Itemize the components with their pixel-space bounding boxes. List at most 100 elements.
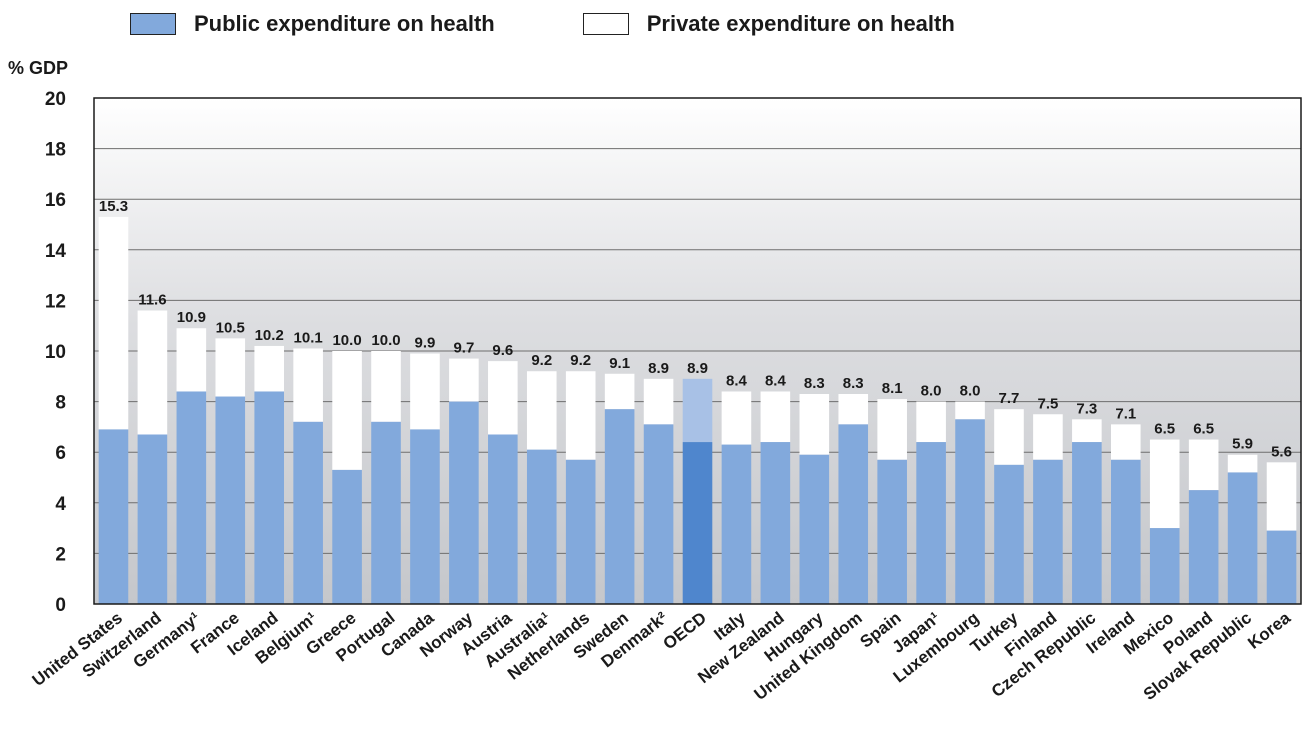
bar-public [1266, 530, 1297, 604]
bar-private [721, 391, 752, 445]
bar-private [526, 371, 557, 450]
bar-private [1149, 439, 1180, 529]
bar-public [643, 424, 674, 604]
bar-private [254, 345, 285, 392]
bar-private [176, 328, 207, 392]
bar-public [721, 444, 752, 604]
bar-public [682, 442, 713, 604]
bar-public [98, 429, 129, 604]
y-tick-label: 12 [45, 291, 66, 312]
bar-private [1072, 419, 1102, 443]
bar-private [488, 361, 518, 435]
y-tick-label: 20 [45, 89, 66, 110]
bar-public [955, 419, 985, 604]
bar-private [877, 399, 907, 460]
bar-private [760, 391, 791, 443]
bar-private [955, 401, 985, 420]
data-label-total: 10.2 [255, 327, 284, 344]
bar-private [838, 394, 869, 425]
y-axis-unit-label: % GDP [8, 58, 69, 78]
data-label-total: 8.4 [765, 372, 787, 389]
bar-public [1149, 528, 1180, 604]
bar-public [760, 442, 791, 604]
bar-public [1188, 490, 1219, 604]
data-label-total: 9.6 [492, 342, 513, 359]
data-label-total: 8.9 [687, 360, 708, 377]
bar-public [1072, 442, 1102, 604]
y-tick-label: 8 [55, 393, 66, 414]
bar-private [98, 216, 129, 430]
bar-public [838, 424, 869, 604]
data-label-total: 9.2 [570, 352, 591, 369]
x-tick-label: OECD [660, 608, 710, 653]
bar-public [332, 469, 362, 604]
data-label-total: 8.1 [882, 380, 903, 397]
bar-private [682, 378, 713, 443]
legend-label-private: Private expenditure on health [646, 11, 955, 36]
bar-public [1110, 459, 1141, 604]
y-tick-label: 18 [45, 140, 66, 161]
y-tick-label: 2 [55, 544, 66, 565]
bar-private [410, 353, 440, 430]
bar-private [293, 348, 323, 422]
bar-public [799, 454, 830, 604]
bar-public [488, 434, 518, 604]
bar-private [371, 351, 401, 422]
bar-public [410, 429, 440, 604]
bar-public [604, 409, 635, 604]
bar-public [254, 391, 285, 604]
data-label-total: 6.5 [1154, 421, 1175, 438]
bar-public [526, 449, 557, 604]
data-label-total: 10.0 [332, 332, 361, 349]
data-label-total: 10.1 [294, 329, 323, 346]
bar-private [994, 409, 1024, 465]
bar-private [916, 401, 946, 443]
bar-private [565, 371, 596, 460]
y-tick-label: 6 [55, 443, 66, 464]
legend-label-public: Public expenditure on health [194, 11, 495, 36]
legend-item-private: Private expenditure on health [582, 11, 955, 37]
chart-legend: Public expenditure on health Private exp… [130, 4, 1043, 44]
data-label-total: 10.0 [371, 332, 400, 349]
plot-frame [93, 97, 1302, 605]
bar-private [1227, 454, 1258, 473]
y-tick-label: 10 [45, 342, 66, 363]
data-label-total: 8.3 [804, 375, 825, 392]
data-label-total: 8.0 [921, 383, 942, 400]
data-label-total: 5.6 [1271, 443, 1292, 460]
bar-public [371, 421, 401, 604]
data-label-total: 9.7 [453, 340, 474, 357]
bar-public [1227, 472, 1258, 604]
y-tick-label: 16 [45, 190, 66, 211]
bar-public [176, 391, 207, 604]
legend-swatch-private [582, 13, 629, 35]
data-label-total: 7.3 [1076, 400, 1097, 417]
bar-private [643, 378, 674, 425]
bar-private [1266, 462, 1297, 531]
data-label-total: 7.7 [999, 390, 1020, 407]
bar-public [916, 442, 946, 604]
data-label-total: 9.1 [609, 355, 630, 372]
bar-private [449, 358, 479, 402]
y-tick-label: 14 [45, 241, 67, 262]
data-label-total: 11.6 [138, 292, 166, 309]
data-label-total: 10.5 [216, 319, 245, 336]
legend-swatch-public [130, 13, 176, 35]
data-label-total: 6.5 [1193, 421, 1214, 438]
data-label-total: 7.5 [1037, 395, 1058, 412]
bar-public [449, 401, 479, 604]
y-tick-label: 0 [55, 595, 66, 616]
bar-public [1033, 459, 1063, 604]
data-label-total: 9.9 [415, 335, 436, 352]
data-label-total: 15.3 [99, 198, 128, 215]
bar-public [565, 459, 596, 604]
bar-public [994, 464, 1024, 604]
data-label-total: 8.3 [843, 375, 864, 392]
bar-private [1188, 439, 1219, 491]
data-label-total: 5.9 [1232, 436, 1253, 453]
bar-public [137, 434, 168, 604]
bar-private [1033, 414, 1063, 460]
x-tick-label: Korea [1244, 608, 1294, 653]
